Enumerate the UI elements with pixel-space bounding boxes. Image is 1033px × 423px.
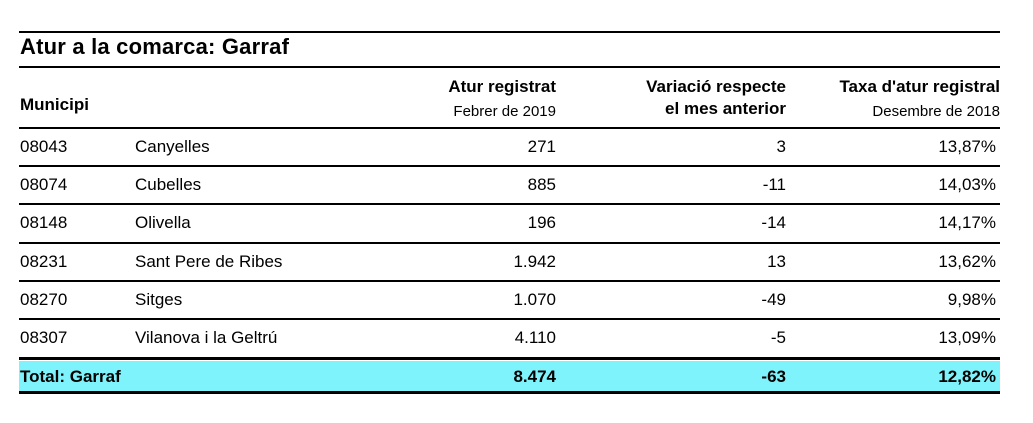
variacio-value: -5	[770, 328, 786, 347]
taxa-value: 14,17%	[938, 213, 996, 232]
header-taxa-sub: Desembre de 2018	[872, 103, 1000, 120]
header-atur: Atur registrat	[448, 77, 556, 96]
row-divider	[19, 165, 1000, 167]
municipi-name: Vilanova i la Geltrú	[135, 328, 278, 347]
atur-value: 271	[527, 137, 556, 156]
row-divider	[19, 280, 1000, 282]
municipi-code: 08307	[20, 328, 68, 347]
total-atur: 8.474	[513, 367, 556, 386]
table-row: 08074 Cubelles 885 -11 14,03%	[19, 166, 1000, 203]
table-row: 08148 Olivella 196 -14 14,17%	[19, 204, 1000, 241]
bottom-rule	[19, 391, 1000, 394]
row-divider	[19, 318, 1000, 320]
municipi-code: 08148	[20, 213, 68, 232]
municipi-code: 08270	[20, 290, 68, 309]
municipi-name: Sitges	[135, 290, 183, 309]
page-title: Atur a la comarca: Garraf	[20, 34, 290, 59]
municipi-code: 08074	[20, 175, 68, 194]
variacio-value: 13	[767, 252, 786, 271]
header-var-line2: el mes anterior	[665, 99, 786, 118]
variacio-value: 3	[776, 137, 786, 156]
atur-value: 1.942	[513, 252, 556, 271]
taxa-value: 13,87%	[938, 137, 996, 156]
atur-value: 4.110	[514, 328, 556, 347]
total-row: Total: Garraf 8.474 -63 12,82%	[19, 361, 1000, 391]
taxa-value: 13,62%	[938, 252, 996, 271]
municipi-name: Sant Pere de Ribes	[135, 252, 283, 271]
municipi-code: 08043	[20, 137, 68, 156]
header-rule	[19, 127, 1000, 129]
total-variacio: -63	[761, 367, 786, 386]
variacio-value: -14	[761, 213, 786, 232]
header-atur-sub: Febrer de 2019	[453, 103, 556, 120]
taxa-value: 9,98%	[947, 290, 996, 309]
variacio-value: -49	[761, 290, 786, 309]
row-divider	[19, 242, 1000, 244]
header-municipi: Municipi	[20, 95, 89, 114]
table-row: 08270 Sitges 1.070 -49 9,98%	[19, 281, 1000, 318]
title-rule	[19, 66, 1000, 68]
atur-value: 196	[527, 213, 556, 232]
total-label: Total: Garraf	[20, 367, 121, 386]
table-row: 08043 Canyelles 271 3 13,87%	[19, 128, 1000, 165]
row-divider	[19, 203, 1000, 205]
municipi-name: Olivella	[135, 213, 191, 232]
total-top-rule	[19, 357, 1000, 360]
variacio-value: -11	[762, 175, 786, 194]
taxa-value: 14,03%	[938, 175, 996, 194]
municipi-name: Cubelles	[135, 175, 202, 194]
table-row: 08231 Sant Pere de Ribes 1.942 13 13,62%	[19, 243, 1000, 280]
atur-value: 1.070	[513, 290, 556, 309]
municipi-name: Canyelles	[135, 137, 210, 156]
top-rule	[19, 31, 1000, 33]
header-var-line1: Variació respecte	[646, 77, 786, 96]
table-row: 08307 Vilanova i la Geltrú 4.110 -5 13,0…	[19, 319, 1000, 356]
total-taxa: 12,82%	[938, 367, 996, 386]
header-taxa: Taxa d'atur registral	[839, 77, 1000, 96]
atur-value: 885	[527, 175, 556, 194]
taxa-value: 13,09%	[938, 328, 996, 347]
municipi-code: 08231	[20, 252, 68, 271]
